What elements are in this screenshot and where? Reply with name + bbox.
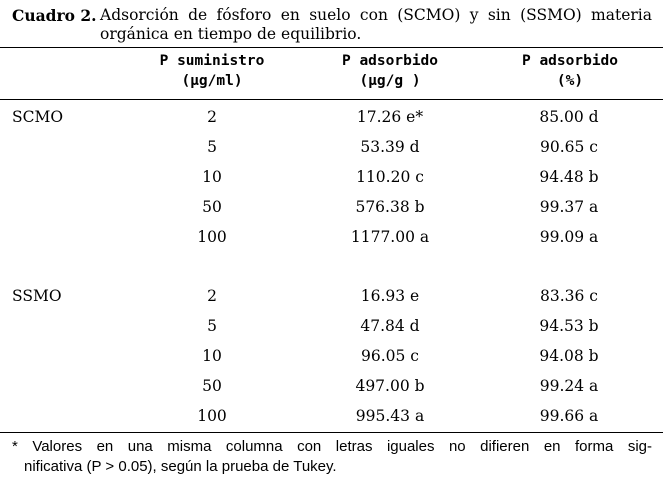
caption-text-line-1: Adsorción de fósforo en suelo con (SCMO)… [100, 6, 652, 24]
table-cell: 497.00 b [355, 377, 425, 395]
group-label-ssmo: SSMO [12, 287, 62, 305]
table-cell: 94.08 b [539, 347, 599, 365]
table-cell: 5 [207, 317, 217, 335]
table-cell: 10 [202, 347, 222, 365]
caption-text-line-2: orgánica en tiempo de equilibrio. [100, 25, 362, 43]
table-cell: 83.36 c [540, 287, 598, 305]
table-cell: 100 [197, 407, 227, 425]
header-line: P suministro [159, 53, 265, 69]
table-cell: 50 [202, 377, 222, 395]
table-cell: 50 [202, 198, 222, 216]
top-rule [0, 47, 663, 48]
header-line: P adsorbido [341, 53, 439, 69]
header-p-adsorbido-pct: P adsorbido (%) [500, 51, 640, 91]
bottom-rule [0, 432, 663, 433]
table-cell: 17.26 e* [356, 108, 424, 126]
group-label-scmo: SCMO [12, 108, 64, 126]
footnote-line-2: nificativa (P > 0.05), según la prueba d… [24, 458, 337, 475]
table-cell: 99.37 a [539, 198, 599, 216]
table-cell: 94.48 b [539, 168, 599, 186]
table-cell: 99.66 a [539, 407, 599, 425]
footnote: * Valores en una misma columna con letra… [12, 437, 652, 477]
table-cell: 10 [202, 168, 222, 186]
table-cell: 53.39 d [360, 138, 420, 156]
caption-label: Cuadro 2. [12, 6, 97, 25]
table-cell: 90.65 c [540, 138, 598, 156]
table-cell: 5 [207, 138, 217, 156]
header-p-suministro: P suministro (μg/ml) [140, 51, 284, 91]
table-cell: 99.09 a [539, 228, 599, 246]
table-cell: 16.93 e [360, 287, 420, 305]
table-cell: 85.00 d [539, 108, 599, 126]
table-cell: 99.24 a [539, 377, 599, 395]
table-cell: 110.20 c [356, 168, 424, 186]
table-cell: 1177.00 a [350, 228, 430, 246]
table-cell: 2 [207, 108, 217, 126]
header-line: (%) [556, 73, 584, 89]
table-cell: 995.43 a [355, 407, 425, 425]
table-cell: 47.84 d [360, 317, 420, 335]
table-cell: 96.05 c [361, 347, 419, 365]
table-cell: 576.38 b [355, 198, 425, 216]
header-rule [0, 99, 663, 100]
footnote-line-1: * Valores en una misma columna con letra… [12, 438, 652, 455]
header-p-adsorbido-ug: P adsorbido (μg/g ) [315, 51, 465, 91]
table-cell: 100 [197, 228, 227, 246]
header-line: (μg/g ) [359, 73, 421, 89]
table-cell: 94.53 b [539, 317, 599, 335]
header-line: P adsorbido [521, 53, 619, 69]
table-cell: 2 [207, 287, 217, 305]
header-line: (μg/ml) [181, 73, 243, 89]
